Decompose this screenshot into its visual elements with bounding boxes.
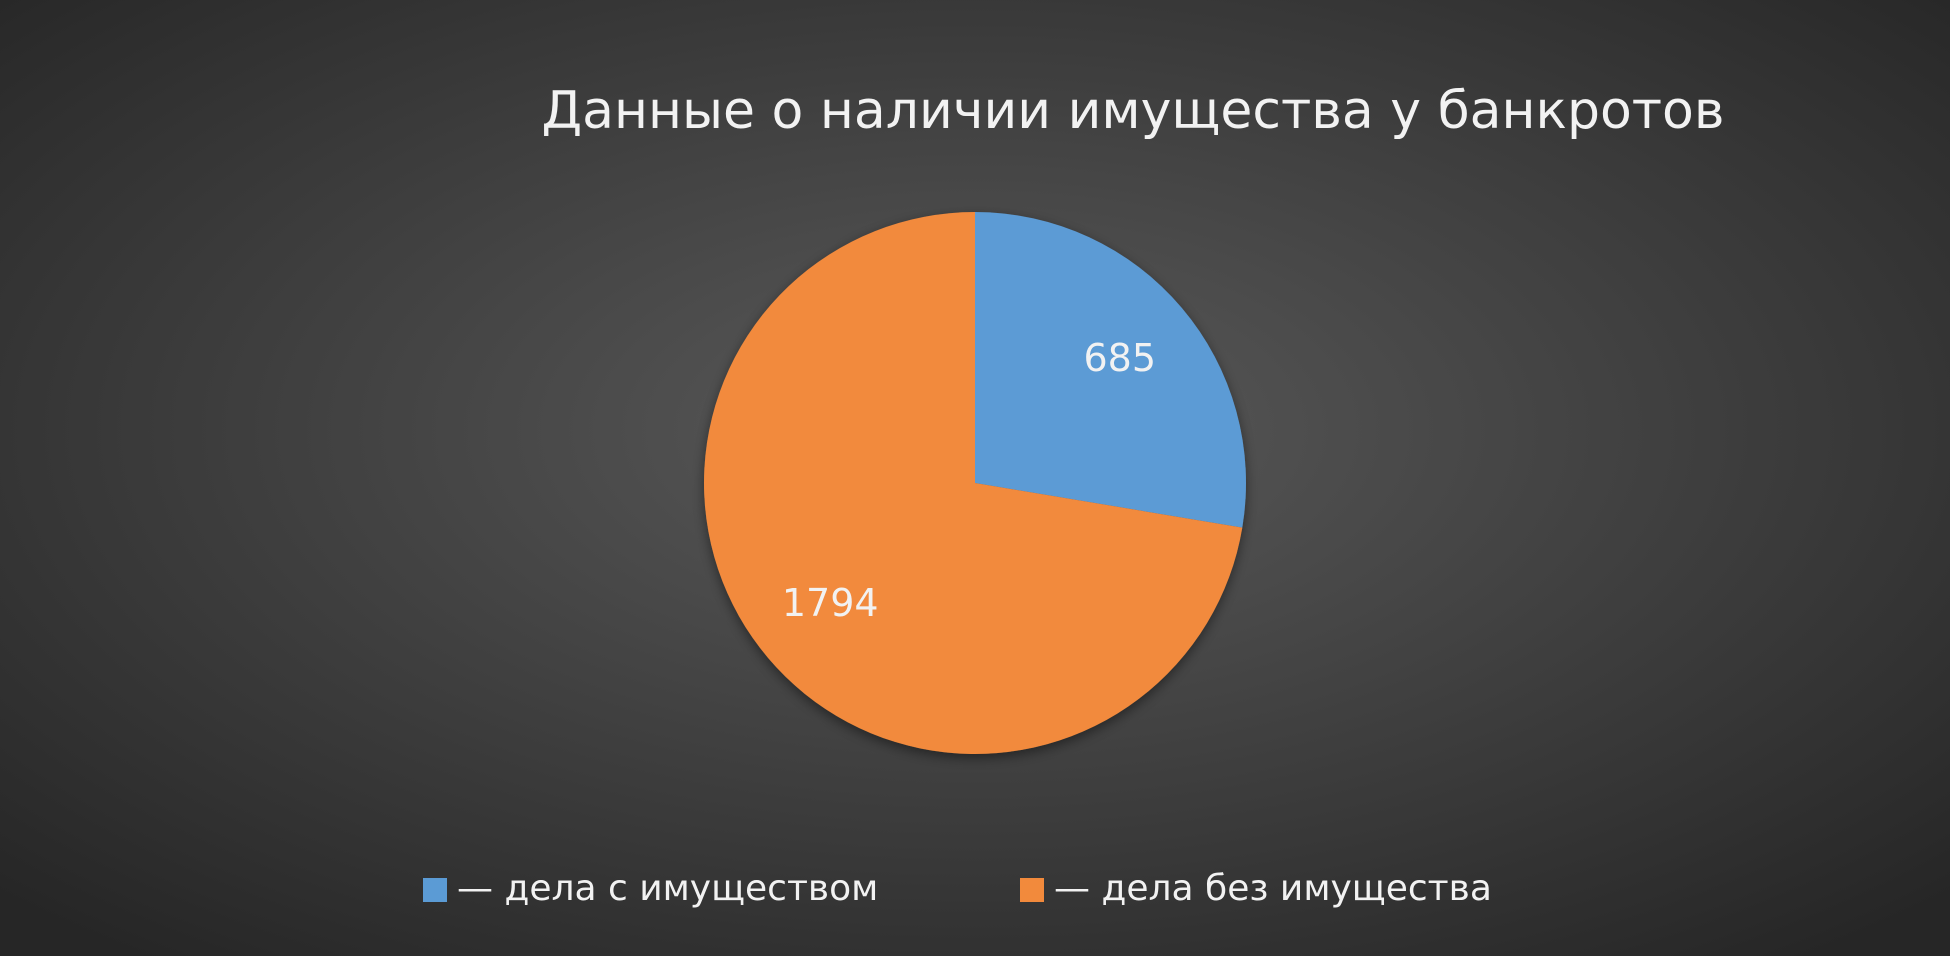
- pie-slice: [975, 212, 1246, 528]
- legend-swatch: [423, 878, 447, 902]
- data-label: 1794: [782, 581, 879, 625]
- pie-slice: [704, 212, 1243, 754]
- legend-swatch: [1020, 878, 1044, 902]
- legend-label: — дела с имуществом: [457, 868, 878, 909]
- pie: [704, 212, 1246, 754]
- legend-label: — дела без имущества: [1054, 868, 1492, 909]
- data-label: 685: [1083, 336, 1156, 380]
- chart-title: Данные о наличии имущества у банкротов: [541, 81, 1724, 141]
